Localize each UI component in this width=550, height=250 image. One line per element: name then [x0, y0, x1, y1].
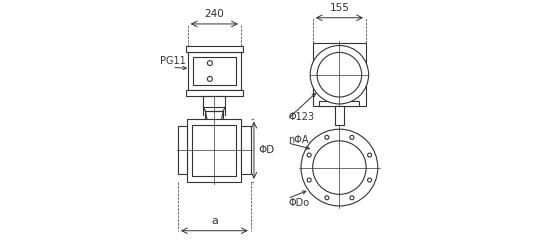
Bar: [188, 52, 241, 90]
Circle shape: [325, 196, 329, 200]
Bar: [186, 46, 243, 52]
Bar: [241, 126, 251, 174]
Bar: [192, 57, 236, 85]
Bar: [178, 126, 188, 174]
Bar: [192, 125, 236, 176]
Circle shape: [317, 52, 362, 97]
Bar: [335, 106, 344, 126]
Circle shape: [301, 129, 378, 206]
Circle shape: [207, 76, 212, 82]
Text: 155: 155: [329, 3, 349, 13]
Bar: [320, 101, 359, 106]
Circle shape: [325, 136, 329, 139]
Bar: [186, 90, 243, 96]
Text: nΦA: nΦA: [289, 135, 309, 145]
Text: 240: 240: [205, 10, 224, 20]
Circle shape: [367, 178, 372, 182]
Bar: [188, 119, 241, 182]
Circle shape: [350, 136, 354, 139]
Text: PG11: PG11: [160, 56, 185, 66]
Circle shape: [350, 196, 354, 200]
Circle shape: [207, 60, 212, 66]
Circle shape: [310, 46, 369, 104]
Bar: [199, 128, 230, 172]
Bar: [313, 43, 366, 106]
Circle shape: [307, 153, 311, 157]
Text: ΦDo: ΦDo: [289, 198, 310, 208]
Text: a: a: [211, 216, 218, 226]
Circle shape: [312, 141, 366, 194]
Circle shape: [307, 178, 311, 182]
Text: ΦD: ΦD: [258, 145, 274, 155]
Circle shape: [367, 153, 372, 157]
Text: Φ123: Φ123: [289, 112, 315, 122]
